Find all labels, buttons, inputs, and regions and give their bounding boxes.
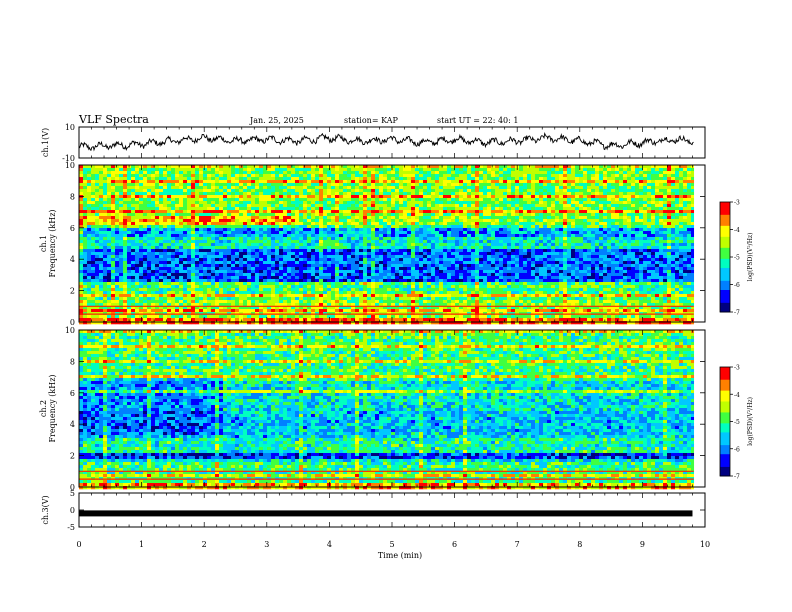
panel-ch1-spec-y-tick-label: 8	[70, 192, 75, 201]
panel-ch2-spec-y-tick-label: 10	[65, 326, 75, 335]
panel-ch2-spec-ylabel: ch.2Frequency (kHz)	[39, 374, 57, 442]
ch3-wave-y-tick-label: -5	[67, 523, 75, 532]
x-axis-label: Time (min)	[378, 551, 422, 560]
panel-ch1-spec-y-tick-label: 6	[70, 224, 75, 233]
colorbar-1-tick-label: -4	[734, 227, 740, 234]
ch2-colorbar: -3 -4 -5 -6 -7 log(PSD)(V²/Hz)	[719, 365, 754, 481]
colorbar-1-tick-label: -3	[734, 200, 740, 207]
colorbar-1-tick-label: -6	[734, 282, 740, 289]
colorbar-2-label: log(PSD)(V²/Hz)	[747, 397, 754, 446]
colorbar-2-tick-label: -4	[734, 392, 740, 399]
colorbar-2-tick-label: -3	[734, 365, 740, 372]
panel-ch1-spec-cells	[79, 165, 695, 325]
x-tick-label: 0	[76, 540, 81, 549]
panel-ch1-spec-ylabel: ch.1Frequency (kHz)	[39, 209, 57, 277]
ch3-waveform-frame	[78, 492, 706, 528]
station-label: station= KAP	[344, 116, 399, 125]
colorbar-1-tick-label: -5	[734, 255, 740, 262]
ch1-colorbar: -3 -4 -5 -6 -7 log(PSD)(V²/Hz)	[719, 200, 754, 317]
x-tick-label: 8	[577, 540, 582, 549]
x-tick-label: 10	[700, 540, 710, 549]
x-tick-label: 2	[202, 540, 207, 549]
date-label: Jan. 25, 2025	[249, 116, 304, 125]
x-tick-label: 4	[327, 540, 332, 549]
colorbar-1-label: log(PSD)(V²/Hz)	[747, 233, 754, 282]
panel-ch1-spec-y-tick-label: 0	[70, 318, 75, 327]
ch3-waveform-line	[79, 510, 693, 517]
ch3-waveform-ylabel: ch.3(V)	[41, 495, 50, 524]
x-tick-label: 5	[389, 540, 394, 549]
panel-ch1-spec-y-tick-label: 4	[70, 255, 75, 264]
ch1-wave-y-tick-label: 10	[65, 123, 75, 132]
x-tick-label: 7	[515, 540, 520, 549]
time-axis: 0 1 2 3 4 5 6 7 8 9 10	[76, 540, 710, 549]
ch1-waveform-panel: 10 -10 ch.1(V)	[41, 123, 706, 163]
ch3-wave-y-tick-label: 0	[70, 506, 75, 515]
panel-ch2-spec-y-tick-label: 2	[70, 452, 75, 461]
figure-title: VLF Spectra	[78, 113, 149, 126]
panel-ch2-spec-y-tick-label: 4	[70, 420, 75, 429]
ch1-waveform-ylabel: ch.1(V)	[41, 128, 50, 157]
panel-ch2-spec-y-tick-label: 8	[70, 357, 75, 366]
panel-ch1-spec-y-tick-label: 10	[65, 161, 75, 170]
ch2-spectrogram-panel: 0 2 4 6 8 10 ch.2Frequency (kHz)	[39, 326, 706, 492]
ch3-wave-y-tick-label: 5	[70, 489, 75, 498]
panel-ch1-spec-y-tick-label: 2	[70, 287, 75, 296]
ch1-waveform-line	[78, 131, 694, 152]
ch3-waveform-panel: 5 0 -5 ch.3(V)	[41, 489, 706, 532]
colorbar-1-tick-label: -7	[734, 310, 740, 317]
colorbar-2-tick-label: -5	[734, 419, 740, 426]
ch1-spectrogram-panel: 0 2 4 6 8 10 ch.1Frequency (kHz)	[39, 161, 706, 327]
panel-ch2-spec-y-tick-label: 6	[70, 389, 75, 398]
colorbar-2-tick-label: -7	[734, 474, 740, 481]
start-time-label: start UT = 22: 40: 1	[437, 116, 518, 125]
x-tick-label: 1	[139, 540, 144, 549]
x-tick-label: 3	[264, 540, 269, 549]
x-tick-label: 9	[640, 540, 645, 549]
ch1-wave-y-tick-label: -10	[62, 154, 75, 163]
colorbar-2-tick-label: -6	[734, 446, 740, 453]
panel-ch2-spec-y-tick-label: 0	[70, 483, 75, 492]
panel-ch2-spec-cells	[79, 330, 695, 490]
x-tick-label: 6	[452, 540, 457, 549]
